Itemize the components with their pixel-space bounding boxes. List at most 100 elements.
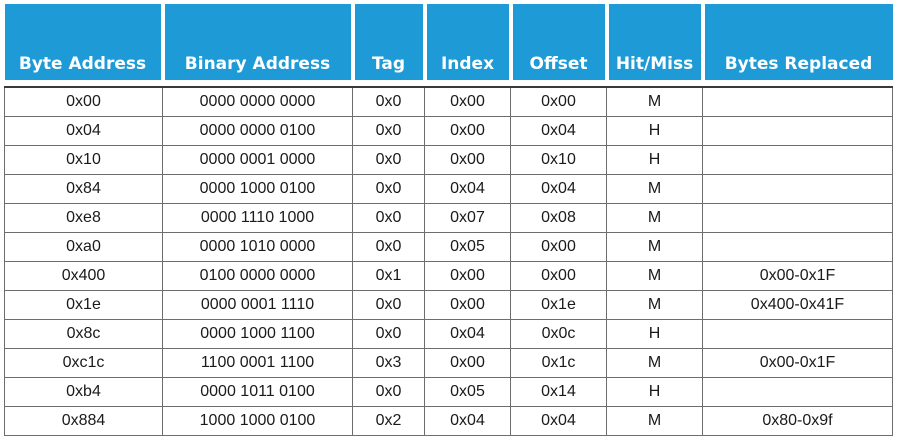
table-row: 0xa0 0000 1010 0000 0x0 0x05 0x00 M — [4, 232, 893, 262]
cell-tag: 0x2 — [352, 406, 425, 436]
cell-index: 0x04 — [424, 174, 511, 204]
cell-index: 0x00 — [424, 116, 511, 146]
cell-binary-address: 0000 1110 1000 — [162, 203, 353, 233]
cell-tag: 0x0 — [352, 116, 425, 146]
cell-byte-address: 0x00 — [4, 86, 163, 117]
cell-index: 0x05 — [424, 232, 511, 262]
header-binary-address: Binary Address — [160, 4, 353, 80]
cell-index: 0x07 — [424, 203, 511, 233]
cell-binary-address: 0000 0001 0000 — [162, 145, 353, 175]
cell-bytes-replaced — [702, 203, 893, 233]
cell-bytes-replaced — [702, 116, 893, 146]
cell-offset: 0x04 — [510, 116, 607, 146]
cell-bytes-replaced — [702, 232, 893, 262]
table-row: 0x1e 0000 0001 1110 0x0 0x00 0x1e M 0x40… — [4, 290, 893, 320]
cell-index: 0x04 — [424, 319, 511, 349]
cell-hit-miss: M — [606, 174, 703, 204]
table-row: 0x400 0100 0000 0000 0x1 0x00 0x00 M 0x0… — [4, 261, 893, 291]
cell-hit-miss: M — [606, 290, 703, 320]
cell-tag: 0x1 — [352, 261, 425, 291]
cell-byte-address: 0x04 — [4, 116, 163, 146]
table-row: 0x84 0000 1000 0100 0x0 0x04 0x04 M — [4, 174, 893, 204]
table-row: 0x00 0000 0000 0000 0x0 0x00 0x00 M — [4, 86, 893, 117]
cell-binary-address: 1100 0001 1100 — [162, 348, 353, 378]
cell-binary-address: 1000 1000 0100 — [162, 406, 353, 436]
cell-offset: 0x0c — [510, 319, 607, 349]
table-row: 0xc1c 1100 0001 1100 0x3 0x00 0x1c M 0x0… — [4, 348, 893, 378]
table-row: 0x04 0000 0000 0100 0x0 0x00 0x04 H — [4, 116, 893, 146]
cell-tag: 0x3 — [352, 348, 425, 378]
cell-hit-miss: M — [606, 348, 703, 378]
cell-offset: 0x00 — [510, 232, 607, 262]
cell-byte-address: 0x8c — [4, 319, 163, 349]
cell-index: 0x05 — [424, 377, 511, 407]
cell-tag: 0x0 — [352, 319, 425, 349]
cell-bytes-replaced — [702, 319, 893, 349]
cell-hit-miss: M — [606, 406, 703, 436]
cell-binary-address: 0000 1011 0100 — [162, 377, 353, 407]
cell-bytes-replaced: 0x80-0x9f — [702, 406, 893, 436]
header-tag: Tag — [350, 4, 425, 80]
cell-index: 0x00 — [424, 348, 511, 378]
cell-tag: 0x0 — [352, 86, 425, 117]
cell-offset: 0x1c — [510, 348, 607, 378]
table-row: 0x884 1000 1000 0100 0x2 0x04 0x04 M 0x8… — [4, 406, 893, 436]
cell-bytes-replaced — [702, 145, 893, 175]
cell-index: 0x00 — [424, 145, 511, 175]
table-body: 0x00 0000 0000 0000 0x0 0x00 0x00 M 0x04… — [4, 86, 893, 436]
cell-hit-miss: H — [606, 145, 703, 175]
cell-offset: 0x10 — [510, 145, 607, 175]
header-offset: Offset — [508, 4, 607, 80]
header-row: Byte Address Binary Address Tag Index Of… — [4, 4, 893, 80]
cell-byte-address: 0xe8 — [4, 203, 163, 233]
cell-binary-address: 0000 0000 0000 — [162, 86, 353, 117]
cell-hit-miss: M — [606, 86, 703, 117]
cell-binary-address: 0000 1000 0100 — [162, 174, 353, 204]
cell-byte-address: 0x10 — [4, 145, 163, 175]
cell-hit-miss: M — [606, 261, 703, 291]
cell-offset: 0x00 — [510, 86, 607, 117]
cell-byte-address: 0x400 — [4, 261, 163, 291]
cell-byte-address: 0xa0 — [4, 232, 163, 262]
cell-bytes-replaced: 0x00-0x1F — [702, 261, 893, 291]
cell-tag: 0x0 — [352, 290, 425, 320]
header-bytes-replaced: Bytes Replaced — [700, 4, 893, 80]
table-row: 0x8c 0000 1000 1100 0x0 0x04 0x0c H — [4, 319, 893, 349]
cell-offset: 0x08 — [510, 203, 607, 233]
cell-binary-address: 0000 1000 1100 — [162, 319, 353, 349]
cell-byte-address: 0x884 — [4, 406, 163, 436]
cell-tag: 0x0 — [352, 203, 425, 233]
cell-bytes-replaced: 0x00-0x1F — [702, 348, 893, 378]
cell-hit-miss: H — [606, 116, 703, 146]
cell-offset: 0x04 — [510, 174, 607, 204]
header-hit-miss: Hit/Miss — [604, 4, 703, 80]
cell-hit-miss: M — [606, 232, 703, 262]
cell-binary-address: 0100 0000 0000 — [162, 261, 353, 291]
cell-tag: 0x0 — [352, 232, 425, 262]
cell-offset: 0x1e — [510, 290, 607, 320]
header-spacer — [4, 80, 893, 87]
cell-offset: 0x04 — [510, 406, 607, 436]
cell-binary-address: 0000 1010 0000 — [162, 232, 353, 262]
cell-index: 0x00 — [424, 86, 511, 117]
cell-bytes-replaced — [702, 377, 893, 407]
table-row: 0x10 0000 0001 0000 0x0 0x00 0x10 H — [4, 145, 893, 175]
cell-byte-address: 0xc1c — [4, 348, 163, 378]
cell-binary-address: 0000 0000 0100 — [162, 116, 353, 146]
cell-bytes-replaced: 0x400-0x41F — [702, 290, 893, 320]
cell-byte-address: 0x1e — [4, 290, 163, 320]
cell-hit-miss: H — [606, 319, 703, 349]
cell-index: 0x04 — [424, 406, 511, 436]
cell-index: 0x00 — [424, 290, 511, 320]
table-row: 0xe8 0000 1110 1000 0x0 0x07 0x08 M — [4, 203, 893, 233]
cache-access-table: Byte Address Binary Address Tag Index Of… — [4, 4, 893, 436]
header-byte-address: Byte Address — [4, 4, 163, 80]
cell-hit-miss: H — [606, 377, 703, 407]
cell-index: 0x00 — [424, 261, 511, 291]
cell-tag: 0x0 — [352, 145, 425, 175]
cell-binary-address: 0000 0001 1110 — [162, 290, 353, 320]
cell-offset: 0x14 — [510, 377, 607, 407]
cell-hit-miss: M — [606, 203, 703, 233]
table-row: 0xb4 0000 1011 0100 0x0 0x05 0x14 H — [4, 377, 893, 407]
